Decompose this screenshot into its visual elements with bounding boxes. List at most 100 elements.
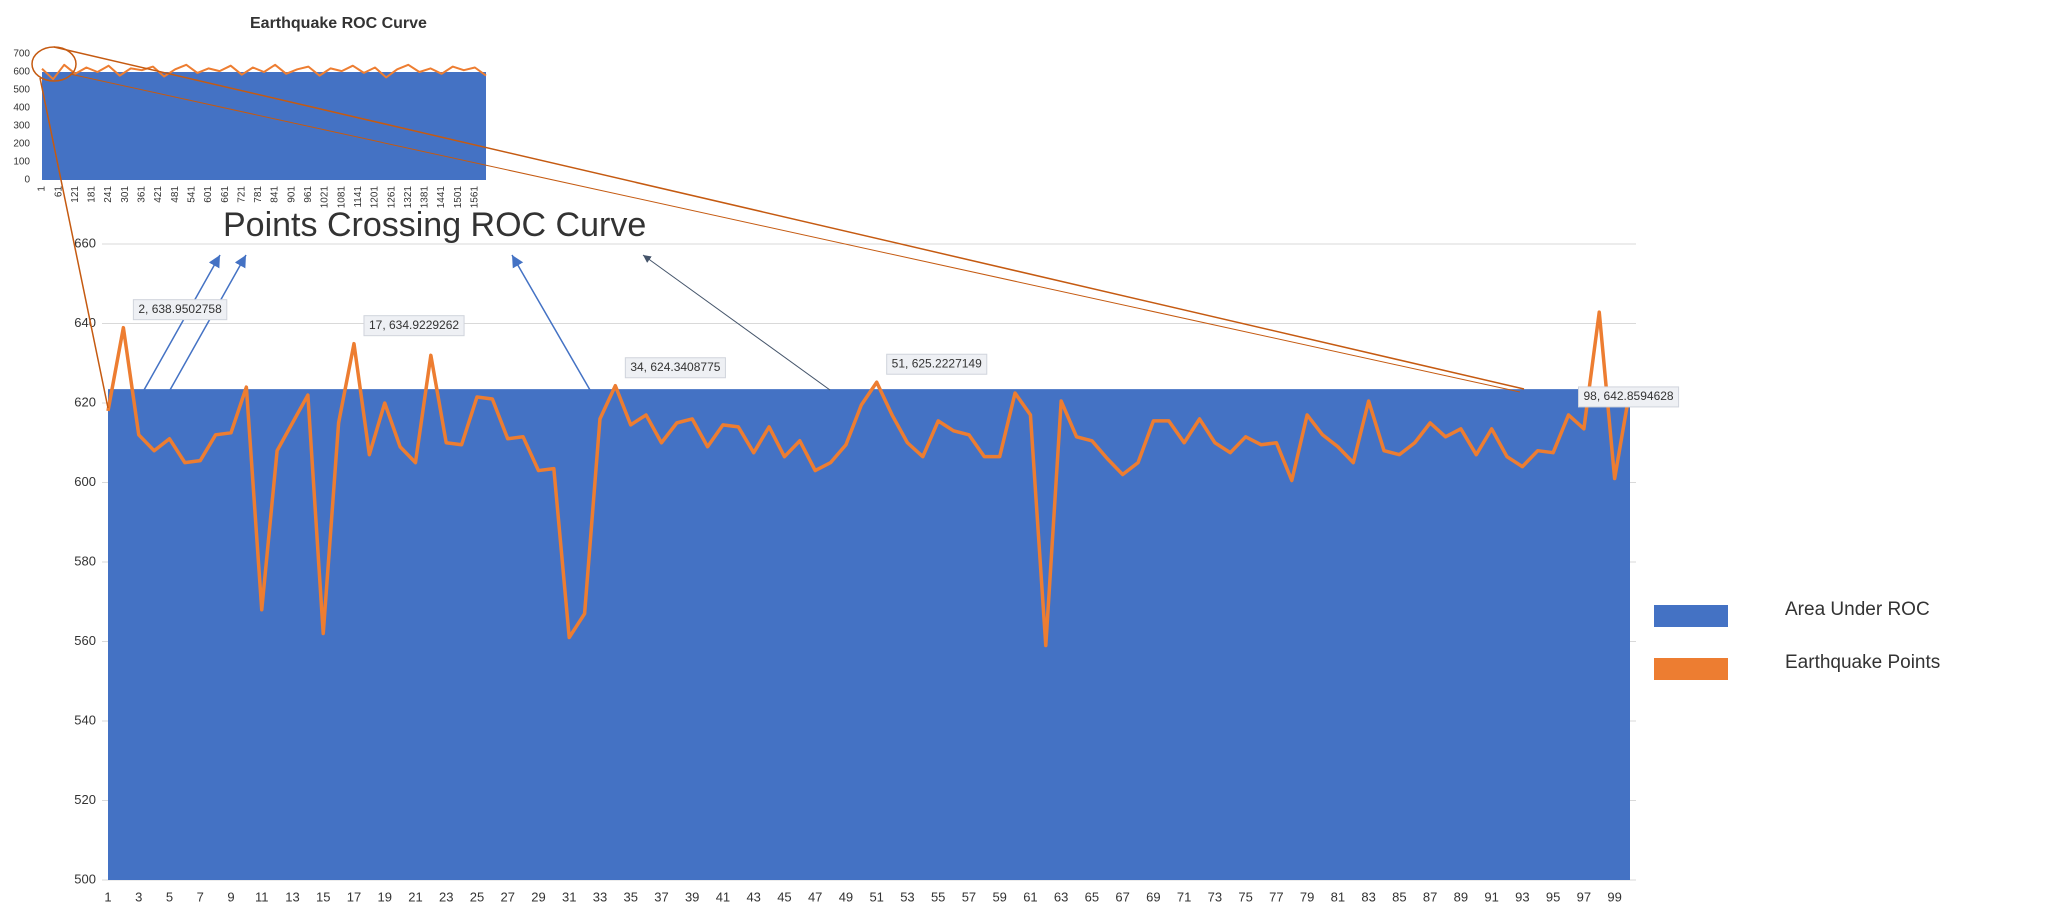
zoom-line xyxy=(53,46,1525,390)
x-tick-label: 81 xyxy=(1331,889,1345,904)
arrows xyxy=(143,254,831,391)
line xyxy=(41,63,487,81)
x-tick-label: 77 xyxy=(1269,889,1283,904)
zoom-line xyxy=(69,73,1521,393)
legend-swatch xyxy=(1654,658,1728,680)
x-tick-label: 53 xyxy=(900,889,914,904)
data-label-box xyxy=(886,353,988,375)
area xyxy=(42,72,486,180)
x-tick-label: 841 xyxy=(270,186,281,203)
x-tick-label: 1081 xyxy=(336,186,347,209)
data-label-text: 98, 642.8594628 xyxy=(1584,389,1674,403)
y-tick-label: 500 xyxy=(74,871,96,886)
x-tick-label: 75 xyxy=(1238,889,1252,904)
x-tick-label: 69 xyxy=(1146,889,1160,904)
x-tick-label: 63 xyxy=(1054,889,1068,904)
y-tick-label: 500 xyxy=(13,85,30,96)
x-tick-label: 1381 xyxy=(420,186,431,209)
charts: Earthquake ROC Curve 0 100 200 300 400 500 600 7… xyxy=(13,15,1940,904)
x-tick-label: 65 xyxy=(1085,889,1099,904)
x-tick-label: 1 xyxy=(104,889,111,904)
zoom-decoration xyxy=(31,46,1525,409)
x-tick-label: 51 xyxy=(869,889,883,904)
x-tick-label: 39 xyxy=(685,889,699,904)
y-tick-label: 200 xyxy=(13,139,30,150)
x-tick-label: 721 xyxy=(236,186,247,203)
x-tick-label: 29 xyxy=(531,889,545,904)
x-tick-label: 99 xyxy=(1607,889,1621,904)
data-label-box xyxy=(132,299,228,321)
zoom-line xyxy=(39,77,109,409)
x-tick-label: 91 xyxy=(1484,889,1498,904)
x-tick-label: 55 xyxy=(931,889,945,904)
x-tick-label: 541 xyxy=(186,186,197,203)
x-tick-label: 7 xyxy=(197,889,204,904)
y-tick-label: 660 xyxy=(74,235,96,250)
data-label: 34, 624.3408775 xyxy=(624,357,726,379)
y-tick-label: 400 xyxy=(13,103,30,114)
y-tick-label: 580 xyxy=(74,553,96,568)
x-tick-label: 23 xyxy=(439,889,453,904)
data-label-text: 51, 625.2227149 xyxy=(892,356,982,370)
x-tick-label: 1321 xyxy=(403,186,414,209)
x-tick-label: 121 xyxy=(70,186,81,203)
y-tick-label: 560 xyxy=(74,633,96,648)
x-tick-label: 47 xyxy=(808,889,822,904)
x-tick-label: 25 xyxy=(470,889,484,904)
x-tick-label: 3 xyxy=(135,889,142,904)
y-tick-label: 700 xyxy=(13,49,30,60)
x-tick-label: 41 xyxy=(716,889,730,904)
data-label: 98, 642.8594628 xyxy=(1578,386,1680,408)
x-tick-label: 15 xyxy=(316,889,330,904)
data-label-text: 17, 634.9229262 xyxy=(369,318,459,332)
x-tick-label: 781 xyxy=(253,186,264,203)
y-tick-label: 620 xyxy=(74,394,96,409)
chart-title: Earthquake ROC Curve xyxy=(250,15,427,32)
x-tick-label: 301 xyxy=(120,186,131,203)
arrow xyxy=(143,254,221,391)
arrow xyxy=(642,254,831,391)
x-tick-label: 57 xyxy=(962,889,976,904)
x-tick-label: 61 xyxy=(1023,889,1037,904)
x-tick-label: 1261 xyxy=(386,186,397,209)
y-tick-label: 600 xyxy=(74,474,96,489)
x-tick-label: 241 xyxy=(103,186,114,203)
data-label: 2, 638.9502758 xyxy=(132,299,228,321)
x-tick-label: 9 xyxy=(227,889,234,904)
x-tick-label: 1501 xyxy=(453,186,464,209)
x-tick-label: 79 xyxy=(1300,889,1314,904)
x-tick-label: 1201 xyxy=(370,186,381,209)
data-label-box xyxy=(363,315,465,337)
data-label-text: 34, 624.3408775 xyxy=(630,360,720,374)
data-label-box xyxy=(624,357,726,379)
x-tick-label: 481 xyxy=(170,186,181,203)
x-tick-label: 33 xyxy=(593,889,607,904)
x-tick-label: 901 xyxy=(286,186,297,203)
x-tick-label: 421 xyxy=(153,186,164,203)
x-tick-label: 49 xyxy=(839,889,853,904)
x-tick-label: 89 xyxy=(1454,889,1468,904)
y-tick-label: 520 xyxy=(74,792,96,807)
x-tick-label: 1021 xyxy=(320,186,331,209)
x-tick-label: 27 xyxy=(500,889,514,904)
x-tick-label: 19 xyxy=(377,889,391,904)
x-tick-label: 83 xyxy=(1361,889,1375,904)
x-tick-label: 45 xyxy=(777,889,791,904)
x-tick-label: 181 xyxy=(87,186,98,203)
data-label: 17, 634.9229262 xyxy=(363,315,465,337)
arrow xyxy=(169,254,247,391)
x-tick-label: 601 xyxy=(203,186,214,203)
x-tick-label: 35 xyxy=(623,889,637,904)
line xyxy=(106,310,1632,648)
x-tick-label: 11 xyxy=(255,889,269,904)
area xyxy=(108,389,1630,880)
y-tick-label: 600 xyxy=(13,67,30,78)
data-label: 51, 625.2227149 xyxy=(886,353,988,375)
y-tick-label: 300 xyxy=(13,121,30,132)
x-tick-label: 37 xyxy=(654,889,668,904)
x-tick-label: 17 xyxy=(347,889,361,904)
x-tick-label: 43 xyxy=(746,889,760,904)
x-tick-label: 13 xyxy=(285,889,299,904)
x-tick-label: 87 xyxy=(1423,889,1437,904)
